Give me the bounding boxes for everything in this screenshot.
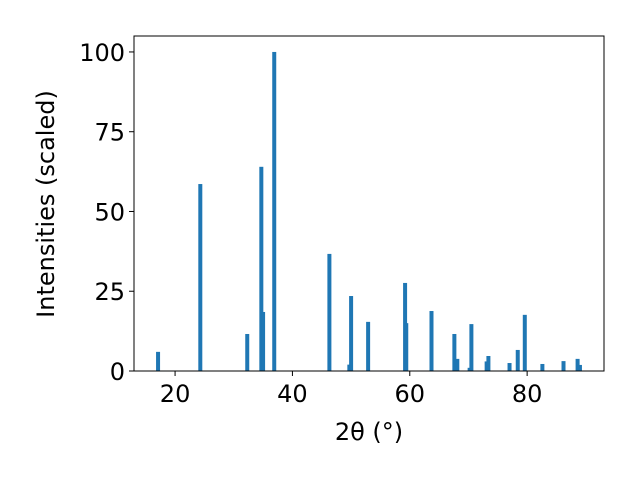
y-tick-label: 25 (94, 278, 125, 306)
bar (261, 311, 266, 371)
bar (469, 324, 474, 371)
y-axis-label: Intensities (scaled) (32, 90, 60, 318)
x-axis-label: 2θ (°) (335, 418, 403, 446)
y-tick-label: 75 (94, 119, 125, 147)
bar (577, 364, 582, 371)
y-tick-label: 100 (79, 39, 125, 67)
x-tick-label: 40 (277, 380, 308, 408)
bar (259, 166, 264, 371)
bar (272, 51, 277, 371)
bar (429, 311, 434, 371)
bar (575, 358, 580, 371)
x-tick-label: 80 (512, 380, 543, 408)
bar (452, 333, 457, 371)
bar (561, 361, 566, 371)
bar (507, 363, 512, 371)
bar (540, 363, 545, 371)
bar (245, 333, 250, 371)
bar (327, 253, 332, 371)
bar (515, 349, 520, 371)
bar (522, 314, 527, 371)
bar (156, 351, 161, 371)
plot-frame (133, 35, 605, 372)
y-tick-label: 0 (110, 358, 125, 386)
bar (198, 184, 203, 371)
x-tick-label: 60 (395, 380, 426, 408)
bar (404, 323, 409, 371)
bar (366, 321, 371, 371)
x-tick-label: 20 (160, 380, 191, 408)
bar (486, 356, 491, 371)
bar (455, 358, 460, 371)
y-tick-label: 50 (94, 198, 125, 226)
bar (349, 296, 354, 371)
